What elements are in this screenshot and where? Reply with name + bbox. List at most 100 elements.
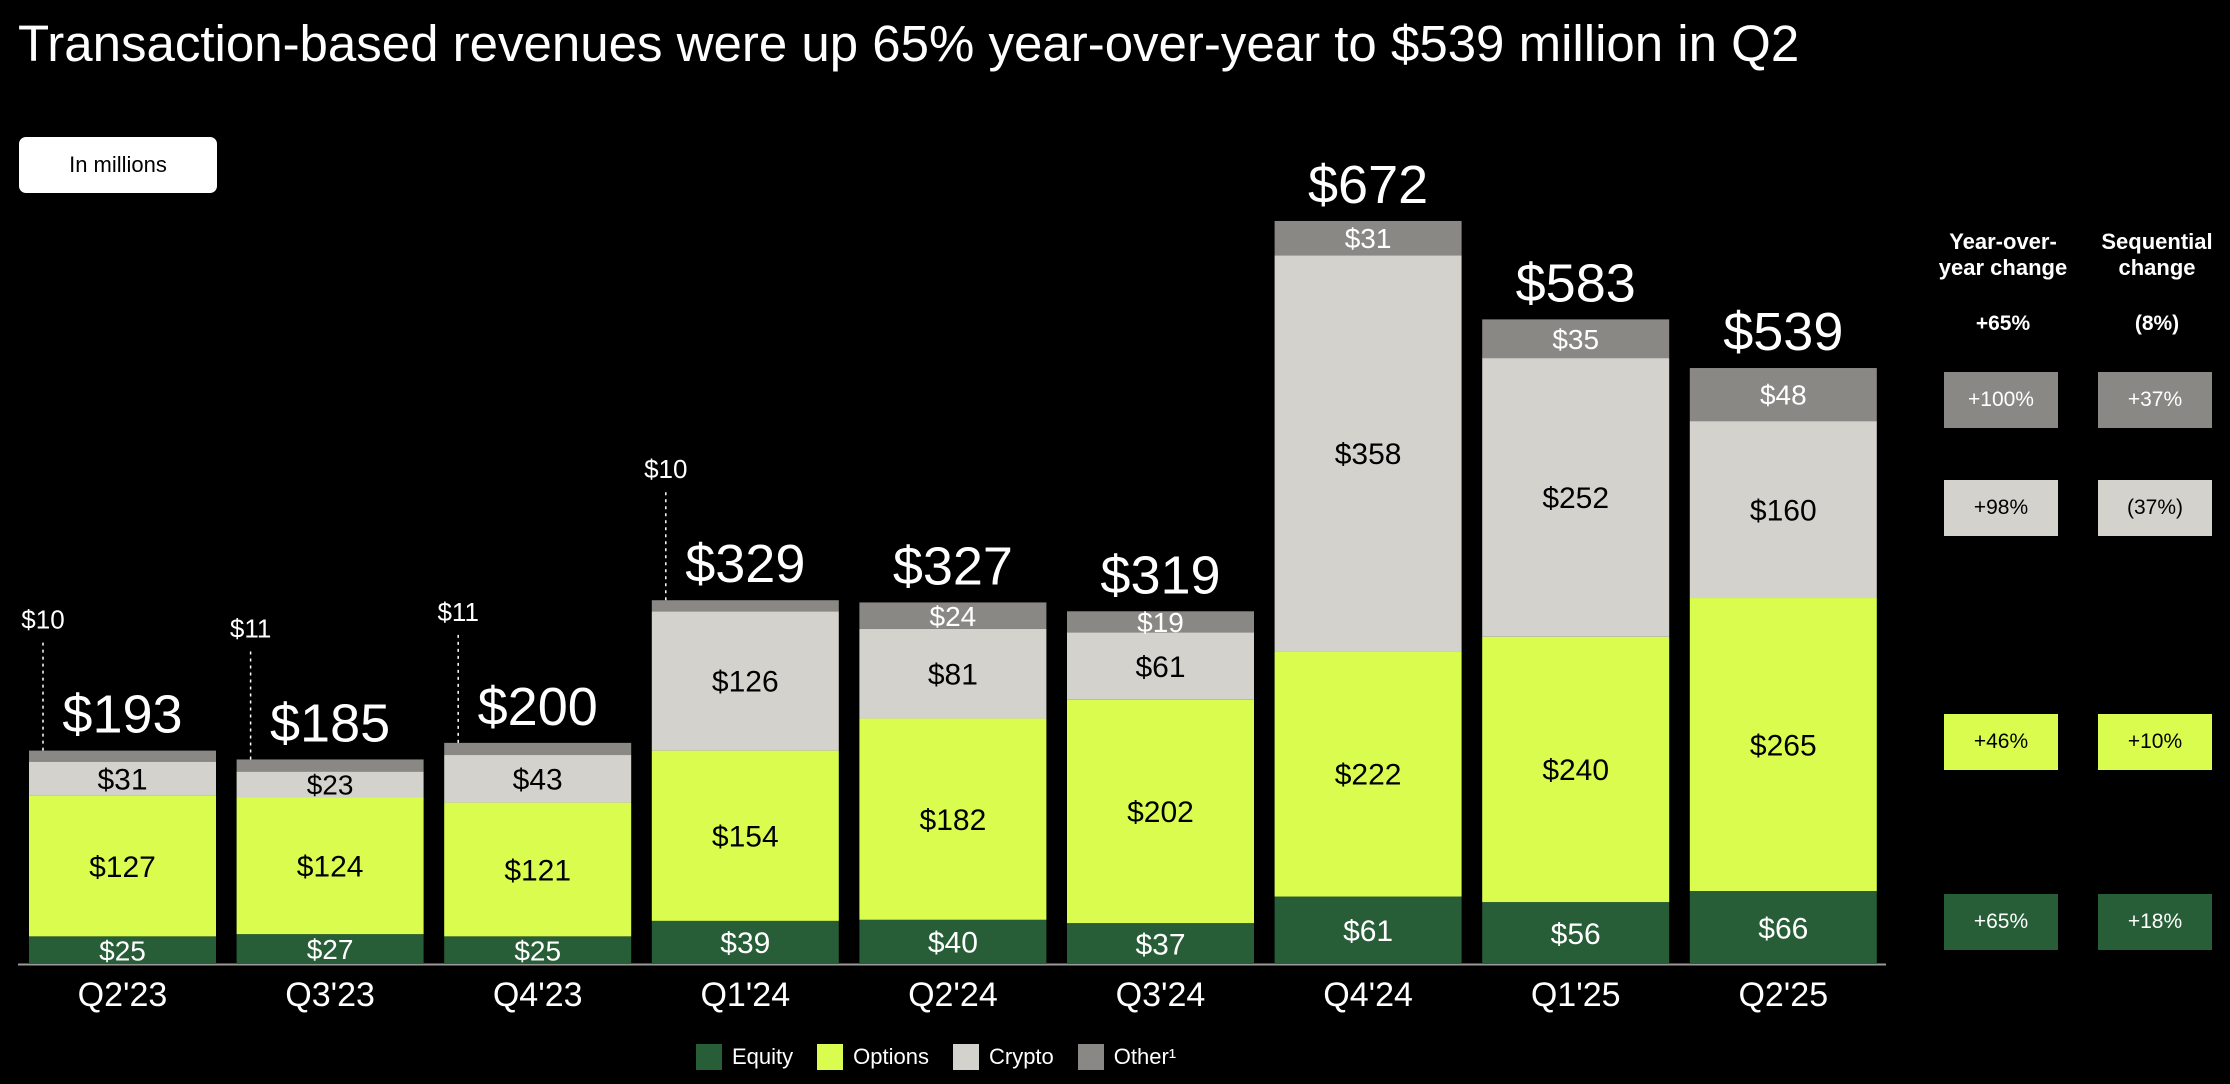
data-label: $240 — [1542, 754, 1609, 787]
data-label: $25 — [514, 935, 561, 966]
x-tick-label: Q4'23 — [493, 976, 583, 1014]
data-label: $66 — [1758, 912, 1808, 945]
data-label: $19 — [1137, 607, 1184, 638]
x-tick-label: Q3'23 — [285, 976, 375, 1014]
yoy-change-other: +100% — [1944, 372, 2058, 428]
bar-segment-options — [651, 750, 839, 921]
other-external-label: $10 — [644, 454, 687, 484]
data-label: $37 — [1135, 928, 1185, 961]
total-label: $185 — [270, 693, 390, 753]
total-label: $327 — [893, 536, 1013, 596]
bar-segment-options — [236, 797, 424, 935]
bar-segment-options — [1274, 651, 1462, 897]
data-label: $31 — [97, 764, 147, 797]
data-label: $154 — [712, 821, 779, 854]
data-label: $43 — [513, 764, 563, 797]
bar-segment-equity — [1689, 891, 1877, 964]
legend-swatch-crypto — [952, 1044, 979, 1070]
bar-segment-crypto — [444, 755, 632, 803]
data-label: $126 — [712, 666, 779, 699]
bar-segment-other — [29, 750, 216, 762]
legend-item-equity: Equity — [696, 1044, 793, 1070]
x-tick-label: Q1'25 — [1531, 976, 1621, 1014]
data-label: $182 — [920, 804, 987, 837]
total-label: $583 — [1516, 253, 1636, 313]
data-label: $24 — [930, 601, 977, 632]
bar-segment-crypto — [859, 628, 1047, 719]
bar-segment-equity — [1274, 896, 1462, 964]
data-label: $31 — [1345, 223, 1392, 254]
chart-legend: Equity Options Crypto Other¹ — [696, 1044, 1200, 1070]
data-label: $39 — [720, 927, 770, 960]
data-label: $81 — [928, 659, 978, 692]
data-label: $40 — [928, 927, 978, 960]
x-tick-label: Q3'24 — [1116, 976, 1206, 1014]
seq-change-options: +10% — [2098, 714, 2212, 770]
x-tick-label: Q2'23 — [78, 976, 168, 1014]
data-label: $265 — [1750, 729, 1817, 762]
data-label: $124 — [297, 850, 364, 883]
legend-label-options: Options — [853, 1044, 929, 1069]
total-label: $539 — [1723, 302, 1843, 362]
bar-segment-other — [859, 602, 1047, 629]
yoy-change-crypto: +98% — [1944, 480, 2058, 536]
bar-segment-options — [859, 718, 1047, 920]
data-label: $23 — [307, 769, 354, 800]
bar-segment-equity — [444, 936, 632, 964]
data-label: $127 — [89, 851, 156, 884]
x-tick-label: Q1'24 — [700, 976, 790, 1014]
bar-segment-other — [1067, 611, 1254, 633]
total-label: $672 — [1308, 155, 1428, 215]
bar-segment-equity — [29, 936, 216, 964]
bar-segment-options — [444, 802, 632, 937]
legend-item-options: Options — [817, 1044, 929, 1070]
other-external-label: $10 — [21, 605, 64, 635]
data-label: $61 — [1343, 915, 1393, 948]
other-external-label: $11 — [437, 597, 478, 627]
bar-segment-options — [29, 795, 216, 937]
legend-swatch-equity — [696, 1044, 722, 1070]
bar-segment-crypto — [29, 761, 216, 796]
bar-segment-other — [651, 600, 839, 612]
yoy-total-change: +65% — [1975, 312, 2031, 335]
x-tick-label: Q2'24 — [908, 976, 998, 1014]
seq-change-other: +37% — [2098, 372, 2212, 428]
legend-item-crypto: Crypto — [952, 1044, 1054, 1070]
legend-swatch-other — [1077, 1044, 1104, 1070]
other-external-label: $11 — [230, 613, 271, 643]
bar-segment-options — [1482, 636, 1670, 903]
legend-label-crypto: Crypto — [988, 1044, 1054, 1069]
x-tick-label: Q2'25 — [1738, 976, 1828, 1014]
bar-segment-other — [1482, 319, 1670, 359]
legend-label-equity: Equity — [732, 1044, 794, 1069]
bar-segment-other — [1689, 368, 1877, 422]
data-label: $160 — [1750, 494, 1817, 527]
data-label: $56 — [1551, 918, 1601, 951]
legend-label-other: Other¹ — [1113, 1044, 1177, 1069]
legend-swatch-options — [817, 1044, 844, 1070]
yoy-change-equity: +65% — [1944, 894, 2058, 950]
bar-segment-equity — [236, 934, 424, 964]
bar-segment-crypto — [651, 611, 839, 751]
sequential-change-header: Sequential change — [2101, 229, 2213, 280]
sequential-total-change: (8%) — [2134, 312, 2180, 335]
data-label: $252 — [1542, 482, 1609, 515]
data-label: $61 — [1135, 651, 1185, 684]
legend-item-other: Other¹ — [1077, 1044, 1177, 1070]
page-title: Transaction-based revenues were up 65% y… — [18, 15, 1800, 72]
bar-segment-crypto — [1067, 632, 1254, 700]
bar-segment-options — [1689, 598, 1877, 892]
seq-change-crypto: (37%) — [2098, 480, 2212, 536]
yoy-change-header: Year-over- year change — [1938, 229, 2068, 280]
seq-change-equity: +18% — [2098, 894, 2212, 950]
units-label: In millions — [19, 137, 217, 193]
data-label: $48 — [1760, 380, 1807, 411]
bar-segment-crypto — [1689, 421, 1877, 599]
bar-segment-equity — [1482, 902, 1670, 964]
bar-segment-equity — [651, 920, 839, 964]
total-label: $193 — [62, 685, 182, 745]
bar-segment-options — [1067, 699, 1254, 924]
bar-segment-equity — [1067, 923, 1254, 964]
total-label: $329 — [685, 534, 805, 594]
bar-segment-crypto — [236, 771, 424, 798]
